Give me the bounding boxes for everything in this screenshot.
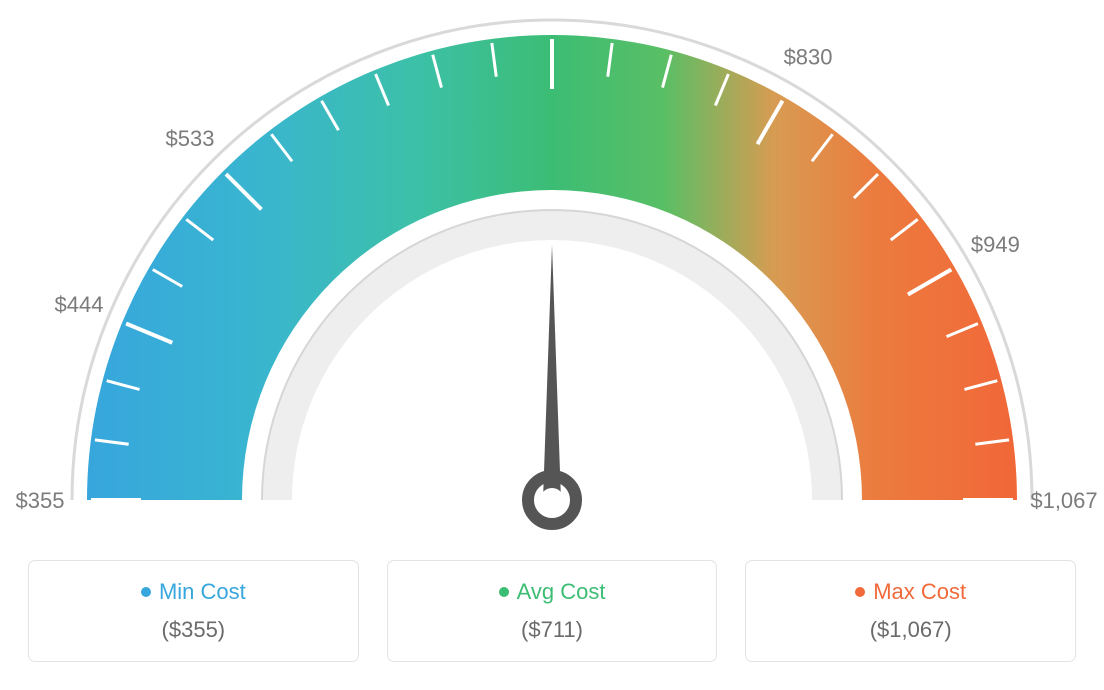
legend-card-max: Max Cost ($1,067) <box>745 560 1076 662</box>
legend-card-min: Min Cost ($355) <box>28 560 359 662</box>
legend-dot-icon <box>141 587 151 597</box>
legend-label: Max Cost <box>873 579 966 605</box>
gauge-tick-label: $1,067 <box>1030 488 1097 513</box>
legend-title-max: Max Cost <box>855 579 966 605</box>
gauge-svg: $355 $444 $533 $711 $830 $949 $1,067 <box>0 0 1104 560</box>
legend-label: Min Cost <box>159 579 246 605</box>
legend-value-min: ($355) <box>39 617 348 643</box>
gauge-tick-label: $444 <box>54 292 103 317</box>
legend-row: Min Cost ($355) Avg Cost ($711) Max Cost ($1,… <box>0 560 1104 662</box>
legend-label: Avg Cost <box>517 579 606 605</box>
legend-card-avg: Avg Cost ($711) <box>387 560 718 662</box>
gauge-tick-label: $533 <box>165 126 214 151</box>
gauge-chart: $355 $444 $533 $711 $830 $949 $1,067 <box>0 0 1104 560</box>
gauge-needle-hub-inner <box>540 488 564 512</box>
legend-title-avg: Avg Cost <box>499 579 606 605</box>
legend-value-max: ($1,067) <box>756 617 1065 643</box>
legend-value-avg: ($711) <box>398 617 707 643</box>
gauge-tick-label: $355 <box>16 488 65 513</box>
gauge-tick-label: $830 <box>784 45 833 70</box>
gauge-tick-label: $711 <box>528 0 575 1</box>
legend-title-min: Min Cost <box>141 579 246 605</box>
legend-dot-icon <box>499 587 509 597</box>
gauge-needle <box>543 245 561 500</box>
gauge-tick-label: $949 <box>971 232 1020 257</box>
legend-dot-icon <box>855 587 865 597</box>
